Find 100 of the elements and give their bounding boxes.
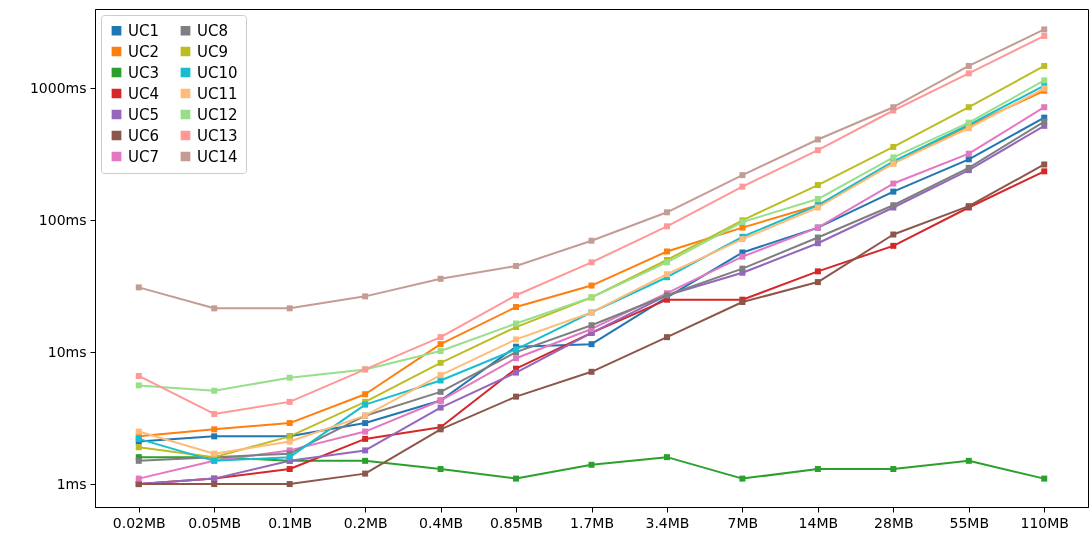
legend-label: UC11 [197,84,238,103]
point [286,398,293,405]
x-tick-label: 0.1MB [268,514,313,531]
x-tick-label: 1.7MB [570,514,614,531]
point [965,104,972,111]
legend-label: UC14 [197,147,238,166]
point [739,172,746,179]
point [362,435,369,442]
x-tick-label: 14MB [798,514,839,531]
point [362,470,369,477]
point [286,481,293,488]
point [739,183,746,190]
point [588,259,595,266]
point [814,234,821,241]
y-tick-label: 100ms [38,211,87,228]
point [814,466,821,473]
point [135,284,142,291]
point [890,180,897,187]
point [890,188,897,195]
x-tick-label: 0.02MB [112,514,166,531]
point [1041,161,1048,168]
point [513,304,520,311]
point [663,223,670,230]
x-tick-label: 0.4MB [419,514,464,531]
point [890,143,897,150]
point [1041,104,1048,111]
point [513,320,520,327]
point [588,282,595,289]
point [739,253,746,260]
point [513,475,520,482]
legend-label: UC3 [128,63,159,82]
x-tick-label: 3.4MB [645,514,690,531]
point [437,341,444,348]
point [211,410,218,417]
point [437,359,444,366]
legend-label: UC5 [128,105,159,124]
point [135,428,142,435]
point [1041,26,1048,33]
point [588,237,595,244]
point [211,387,218,394]
point [663,454,670,461]
point [135,372,142,379]
point [211,433,218,440]
point [588,341,595,348]
point [965,62,972,69]
legend-label: UC4 [128,84,159,103]
x-tick-label: 0.05MB [188,514,242,531]
point [362,447,369,454]
point [286,420,293,427]
point [1041,118,1048,125]
point [437,334,444,341]
x-tick-label: 55MB [949,514,990,531]
point [437,466,444,473]
point [965,457,972,464]
point [588,461,595,468]
point [437,404,444,411]
point [362,420,369,427]
point [135,382,142,389]
point [1041,475,1048,482]
legend-label: UC2 [128,42,159,61]
point [663,209,670,216]
point [814,147,821,154]
point [663,248,670,255]
point [286,305,293,312]
point [286,374,293,381]
legend-label: UC10 [197,63,238,82]
point [211,305,218,312]
point [362,428,369,435]
point [1041,77,1048,84]
legend-label: UC13 [197,126,238,145]
x-tick-label: 0.85MB [490,514,543,531]
x-tick-label: 0.2MB [343,514,388,531]
x-tick-label: 7MB [727,514,759,531]
point [362,457,369,464]
point [814,268,821,275]
point [211,450,218,457]
point [814,136,821,143]
point [1041,168,1048,175]
point [362,293,369,300]
legend-label: UC6 [128,126,159,145]
point [135,475,142,482]
point [362,391,369,398]
point [437,388,444,395]
y-tick-label: 1000ms [29,79,87,96]
x-tick-label: 110MB [1020,514,1069,531]
point [890,154,897,161]
point [739,265,746,272]
point [814,279,821,286]
point [286,438,293,445]
legend-label: UC1 [128,21,159,40]
point [1041,62,1048,69]
point [588,368,595,375]
y-tick-label: 1ms [56,475,87,492]
point [1041,32,1048,39]
point [513,355,520,362]
point [286,466,293,473]
point [739,475,746,482]
x-tick-label: 28MB [874,514,914,531]
point [135,444,142,451]
y-tick-label: 10ms [47,343,87,360]
